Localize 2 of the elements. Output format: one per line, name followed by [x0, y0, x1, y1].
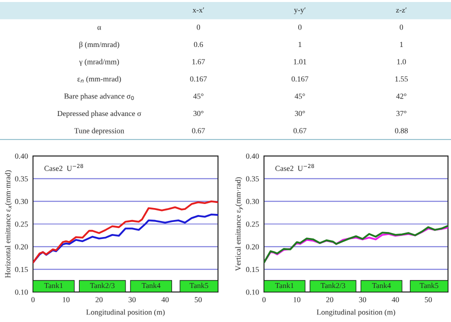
line-series [33, 214, 218, 264]
line-series [33, 200, 218, 264]
